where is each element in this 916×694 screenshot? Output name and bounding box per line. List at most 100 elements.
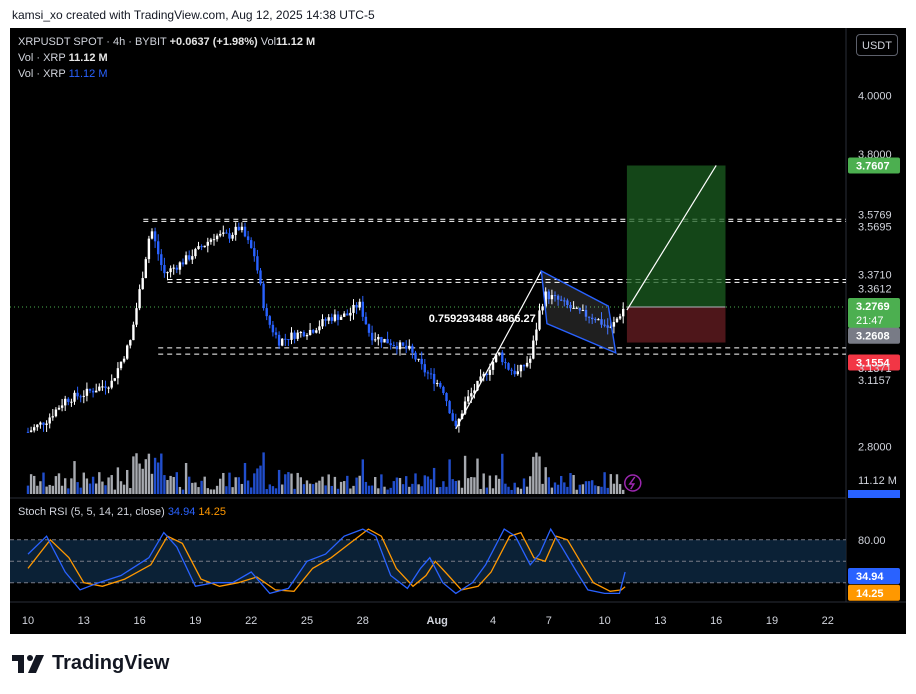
x-tick-1: 13 xyxy=(78,615,90,627)
volume-bar xyxy=(432,467,436,494)
volume-bar xyxy=(293,488,296,494)
price-label-3-5695: 3.5695 xyxy=(858,221,892,233)
volume-bar xyxy=(132,456,135,494)
volume-legend[interactable]: Vol · XRP 11.12 M xyxy=(18,52,108,64)
volume-bar xyxy=(259,465,262,494)
volume-bar xyxy=(618,484,622,494)
candle-body xyxy=(122,358,126,362)
volume-bar xyxy=(494,475,498,494)
candle-body xyxy=(401,342,405,346)
volume-bar xyxy=(312,484,315,494)
candle-body xyxy=(234,226,237,235)
stoch-rsi-k-line xyxy=(27,527,626,595)
stoch-rsi-legend[interactable]: Stoch RSI (5, 5, 14, 21, close) 34.94 14… xyxy=(18,506,226,518)
volume-bar xyxy=(67,488,70,494)
candle-body xyxy=(581,309,585,311)
volume-bar xyxy=(302,484,306,494)
volume-bar xyxy=(237,477,240,494)
volume-bar xyxy=(370,485,374,494)
candle-body xyxy=(200,246,203,248)
candle-body xyxy=(367,324,371,333)
candle-body xyxy=(256,256,259,271)
volume-bar xyxy=(42,472,45,494)
candle-body xyxy=(333,314,337,321)
candle-body xyxy=(566,300,569,306)
volume-legend-2[interactable]: Vol · XRP 11.12 M xyxy=(18,68,108,80)
candle-body xyxy=(556,295,560,300)
currency-button[interactable]: USDT xyxy=(856,34,898,56)
candle-body xyxy=(243,226,247,237)
volume-bar xyxy=(420,486,423,494)
x-tick-6: 28 xyxy=(357,615,369,627)
volume-bar xyxy=(315,482,318,494)
symbol-legend[interactable]: XRPUSDT SPOT · 4h · BYBIT +0.0637 (+1.98… xyxy=(18,36,315,48)
volume-bar xyxy=(622,489,625,494)
candle-body xyxy=(265,308,268,317)
candle-body xyxy=(305,334,309,337)
candle-body xyxy=(315,330,318,333)
volume-bar xyxy=(144,459,147,494)
volume-bar xyxy=(281,484,284,494)
candle-body xyxy=(405,345,408,349)
price-chart[interactable]: 0.759293488 4866.27 4.00003.80002.80003.… xyxy=(10,28,906,634)
volume-bar xyxy=(560,475,563,494)
volume-bar xyxy=(119,481,123,494)
volume-bar xyxy=(29,474,33,494)
candle-body xyxy=(467,396,470,402)
volume-bar xyxy=(184,462,188,494)
volume-bar xyxy=(64,478,67,494)
candle-body xyxy=(222,232,225,234)
volume-bar xyxy=(364,481,368,494)
candle-body xyxy=(439,383,442,387)
volume-bar xyxy=(423,475,426,494)
candle-body xyxy=(330,317,333,321)
volume-bar xyxy=(473,477,476,494)
volume-bar xyxy=(522,478,526,494)
candle-body xyxy=(429,373,433,375)
volume-bar xyxy=(110,475,113,494)
candle-body xyxy=(374,339,377,341)
volume-bar xyxy=(606,487,609,494)
volume-bar xyxy=(166,480,169,494)
volume-bar xyxy=(550,487,554,494)
volume-bar xyxy=(228,472,231,494)
price-label-3-5769: 3.5769 xyxy=(858,209,892,221)
volume-bar xyxy=(277,469,281,494)
volume-bar xyxy=(107,477,110,494)
price-label-3-3710: 3.3710 xyxy=(858,269,892,281)
volume-bar xyxy=(615,474,619,494)
price-badge-entry-bg xyxy=(848,327,900,344)
candle-body xyxy=(352,304,355,313)
volume-bar xyxy=(33,475,36,494)
candle-body xyxy=(246,236,250,241)
candle-body xyxy=(42,422,45,425)
candle-body xyxy=(606,325,609,328)
flag-channel xyxy=(540,269,617,355)
candle-body xyxy=(463,401,467,414)
stoch-badge-k: 34.94 xyxy=(856,571,884,583)
candle-body xyxy=(181,262,185,265)
tradingview-logo-icon xyxy=(12,654,44,673)
x-tick-12: 16 xyxy=(710,615,722,627)
volume-bar xyxy=(417,484,420,494)
lightning-icon xyxy=(624,474,642,492)
volume-bar xyxy=(414,473,417,494)
candle-body xyxy=(141,278,144,290)
volume-bar xyxy=(333,476,337,494)
x-tick-4: 22 xyxy=(245,615,257,627)
candle-body xyxy=(67,398,70,402)
tradingview-logo[interactable]: TradingView xyxy=(12,652,169,675)
volume-bar xyxy=(541,483,544,494)
volume-bar xyxy=(51,485,54,494)
candle-body xyxy=(572,307,575,309)
candle-body xyxy=(383,338,386,343)
candle-body xyxy=(377,336,380,340)
volume-bar xyxy=(98,472,101,494)
chart-frame[interactable]: 0.759293488 4866.27 4.0000 3.8000 2.8000 3.… xyxy=(10,28,906,634)
volume-bar xyxy=(76,482,79,494)
candle-body xyxy=(442,386,445,394)
volume-bar xyxy=(305,480,309,494)
volume-bar xyxy=(538,456,541,494)
countdown-label: 21:47 xyxy=(856,315,884,327)
volume-bar xyxy=(327,474,330,494)
